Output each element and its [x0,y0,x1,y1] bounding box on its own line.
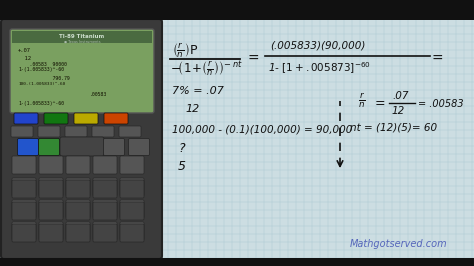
FancyBboxPatch shape [120,178,144,196]
FancyBboxPatch shape [103,139,125,156]
FancyBboxPatch shape [104,113,128,124]
FancyBboxPatch shape [66,202,90,220]
Text: 12: 12 [18,56,31,60]
Bar [0,0,474,20]
FancyBboxPatch shape [38,139,60,156]
FancyBboxPatch shape [12,202,36,220]
FancyBboxPatch shape [120,222,144,240]
FancyBboxPatch shape [12,200,36,218]
Text: =: = [248,52,260,66]
Text: 790.79: 790.79 [18,76,70,81]
Text: =: = [432,52,444,66]
Text: 12: 12 [185,104,199,114]
FancyBboxPatch shape [39,224,63,242]
Text: 1-(1.005833)^-60: 1-(1.005833)^-60 [18,102,64,106]
FancyBboxPatch shape [39,202,63,220]
FancyBboxPatch shape [39,200,63,218]
FancyBboxPatch shape [14,113,38,124]
FancyBboxPatch shape [120,156,144,174]
Text: 12: 12 [392,106,405,116]
FancyBboxPatch shape [128,139,149,156]
FancyBboxPatch shape [93,200,117,218]
Text: .00583: .00583 [90,92,107,97]
FancyBboxPatch shape [39,180,63,198]
Text: = .00583: = .00583 [418,99,464,109]
FancyBboxPatch shape [1,19,162,259]
FancyBboxPatch shape [38,126,60,137]
FancyBboxPatch shape [120,180,144,198]
FancyBboxPatch shape [10,29,154,113]
FancyBboxPatch shape [44,113,68,124]
Text: 1-(1.005833)^-60: 1-(1.005833)^-60 [18,68,64,73]
FancyBboxPatch shape [12,224,36,242]
FancyBboxPatch shape [93,180,117,198]
FancyBboxPatch shape [12,222,36,240]
Text: $\left(\frac{r}{n}\right)$P: $\left(\frac{r}{n}\right)$P [172,42,198,60]
FancyBboxPatch shape [39,222,63,240]
FancyBboxPatch shape [65,126,87,137]
FancyBboxPatch shape [93,222,117,240]
FancyBboxPatch shape [120,202,144,220]
Bar [12,31,152,43]
FancyBboxPatch shape [12,180,36,198]
FancyBboxPatch shape [12,156,36,174]
Text: 100-(1.005833)^-60: 100-(1.005833)^-60 [18,82,65,86]
Text: 7% = .07: 7% = .07 [172,86,224,96]
Text: $\frac{r}{n}$: $\frac{r}{n}$ [358,92,365,110]
Bar [0,258,474,266]
Bar [0,20,474,258]
FancyBboxPatch shape [66,224,90,242]
FancyBboxPatch shape [74,113,98,124]
Text: 1- $\left[1+.005873\right]^{-60}$: 1- $\left[1+.005873\right]^{-60}$ [268,60,371,76]
FancyBboxPatch shape [119,126,141,137]
Text: TI-89 Titanium: TI-89 Titanium [59,35,105,39]
FancyBboxPatch shape [18,139,38,156]
Text: .07: .07 [392,91,409,101]
Text: nt = (12)(5)= 60: nt = (12)(5)= 60 [350,123,437,133]
FancyBboxPatch shape [93,202,117,220]
FancyBboxPatch shape [60,137,104,156]
FancyBboxPatch shape [66,178,90,196]
FancyBboxPatch shape [93,224,117,242]
Text: 5: 5 [178,160,186,172]
FancyBboxPatch shape [93,178,117,196]
Text: $-\!\left(1\!+\!\left(\frac{r}{n}\right)\right)^{\!-nt}$: $-\!\left(1\!+\!\left(\frac{r}{n}\right)… [170,60,243,78]
FancyBboxPatch shape [66,156,90,174]
Text: Mathgotserved.com: Mathgotserved.com [350,239,447,249]
FancyBboxPatch shape [11,126,33,137]
FancyBboxPatch shape [93,156,117,174]
FancyBboxPatch shape [12,178,36,196]
Text: e   at  7%   for  5yrs.: e at 7% for 5yrs. [175,6,281,16]
Text: (.005833)(90,000): (.005833)(90,000) [270,41,365,51]
Text: =: = [375,98,386,110]
FancyBboxPatch shape [92,126,114,137]
Text: .00583  90000: .00583 90000 [18,61,67,66]
FancyBboxPatch shape [66,180,90,198]
Text: 100,000 - (0.1)(100,000) = 90,000: 100,000 - (0.1)(100,000) = 90,000 [172,124,352,134]
Text: +.07: +.07 [18,48,31,53]
Text: ● Texas Instruments: ● Texas Instruments [64,40,100,44]
FancyBboxPatch shape [66,222,90,240]
FancyBboxPatch shape [39,178,63,196]
FancyBboxPatch shape [120,224,144,242]
Text: ?: ? [178,143,185,156]
FancyBboxPatch shape [66,200,90,218]
FancyBboxPatch shape [120,200,144,218]
FancyBboxPatch shape [39,156,63,174]
